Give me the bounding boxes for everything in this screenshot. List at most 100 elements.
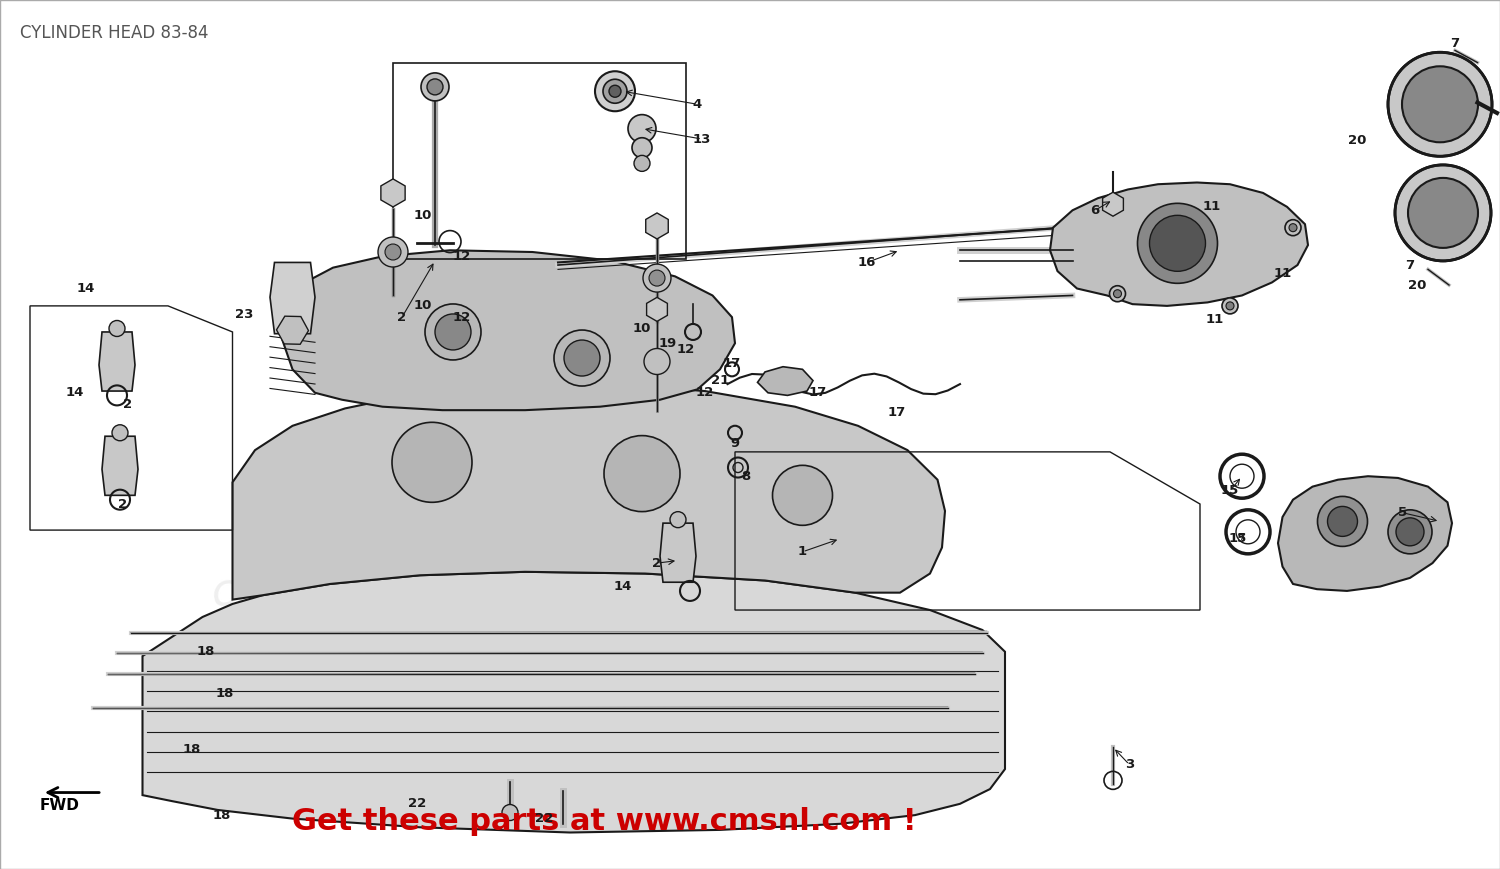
Circle shape [1388,510,1432,554]
Text: 18: 18 [213,809,231,821]
Circle shape [1388,52,1492,156]
Circle shape [1396,518,1423,546]
Text: 11: 11 [1274,268,1292,280]
Polygon shape [270,262,315,334]
Text: www.cmsnl.com: www.cmsnl.com [357,406,783,567]
Bar [393,63,686,259]
Circle shape [670,512,686,527]
Circle shape [603,79,627,103]
Polygon shape [1050,182,1308,306]
Circle shape [1395,165,1491,261]
Circle shape [1288,223,1298,232]
Circle shape [1222,298,1238,314]
Circle shape [424,304,482,360]
Circle shape [1328,507,1358,536]
Text: cmsnl.com: cmsnl.com [207,532,453,615]
Circle shape [596,71,634,111]
Text: FWD: FWD [40,798,80,813]
Text: 15: 15 [1228,533,1246,545]
Circle shape [110,321,125,336]
Text: 14: 14 [76,282,94,295]
Circle shape [1137,203,1218,283]
Text: 11: 11 [1203,201,1221,213]
Circle shape [112,425,128,441]
Circle shape [427,79,442,95]
Text: 22: 22 [536,813,554,825]
Text: 10: 10 [414,209,432,222]
Polygon shape [99,332,135,391]
Polygon shape [758,367,813,395]
Circle shape [1226,302,1234,310]
Text: 10: 10 [414,300,432,312]
Text: 2: 2 [123,398,132,410]
Text: 18: 18 [196,646,214,658]
Circle shape [564,340,600,376]
Polygon shape [232,384,945,600]
Circle shape [1110,286,1125,302]
Text: 1: 1 [798,546,807,558]
Text: 12: 12 [696,387,714,399]
Circle shape [644,264,670,292]
Circle shape [1113,289,1122,298]
Text: 7: 7 [1450,37,1460,50]
Text: 17: 17 [888,407,906,419]
Text: 20: 20 [1348,135,1366,147]
Text: CYLINDER HEAD 83-84: CYLINDER HEAD 83-84 [20,24,208,43]
Text: Get these parts at www.cmsnl.com !: Get these parts at www.cmsnl.com ! [292,807,916,836]
Circle shape [650,270,664,286]
Circle shape [378,237,408,267]
Text: 2: 2 [398,311,406,323]
Circle shape [628,115,656,143]
Text: 8: 8 [741,470,750,482]
Polygon shape [660,523,696,582]
Text: 18: 18 [216,687,234,700]
Circle shape [1286,220,1300,235]
Circle shape [1317,496,1368,547]
Text: 13: 13 [693,133,711,145]
Text: 7: 7 [1406,259,1414,271]
Circle shape [772,465,832,526]
Circle shape [1402,66,1478,143]
Text: 4: 4 [693,98,702,110]
Circle shape [609,85,621,97]
Text: 14: 14 [66,387,84,399]
Circle shape [503,805,518,820]
Circle shape [634,156,650,171]
Polygon shape [102,436,138,495]
Text: 12: 12 [676,343,694,355]
Text: 2: 2 [118,498,128,510]
Text: 10: 10 [633,322,651,335]
Circle shape [632,137,652,158]
Polygon shape [1278,476,1452,591]
Circle shape [554,330,610,386]
Circle shape [392,422,472,502]
Text: 18: 18 [183,743,201,755]
Text: 22: 22 [408,798,426,810]
Text: 17: 17 [723,357,741,369]
Text: 19: 19 [658,337,676,349]
Text: 12: 12 [453,311,471,323]
Text: 3: 3 [1125,759,1134,771]
Text: 11: 11 [1206,314,1224,326]
Circle shape [435,314,471,350]
Text: 14: 14 [614,580,632,593]
Text: 5: 5 [1398,507,1407,519]
Text: 9: 9 [730,437,740,449]
Text: 17: 17 [808,387,826,399]
Circle shape [1149,216,1206,271]
Text: 16: 16 [858,256,876,269]
Circle shape [604,435,680,512]
Polygon shape [282,250,735,410]
Text: 21: 21 [711,375,729,387]
Text: 15: 15 [1221,485,1239,497]
Text: 6: 6 [1090,204,1100,216]
Circle shape [422,73,448,101]
Text: 23: 23 [236,308,254,321]
Circle shape [1408,178,1478,248]
Circle shape [644,348,670,375]
Polygon shape [142,572,1005,833]
Circle shape [386,244,400,260]
FancyArrowPatch shape [48,787,99,798]
Text: 12: 12 [453,250,471,262]
Text: 20: 20 [1408,279,1426,291]
